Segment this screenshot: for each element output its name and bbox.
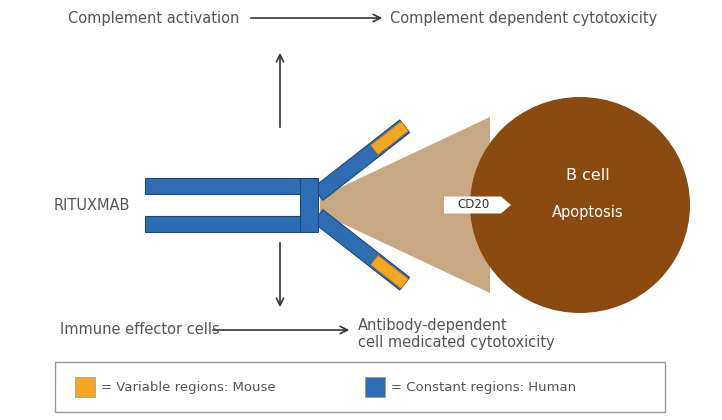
Text: Antibody-dependent
cell medicated cytotoxicity: Antibody-dependent cell medicated cytoto… [358, 318, 554, 350]
Polygon shape [75, 377, 95, 397]
Polygon shape [313, 210, 409, 290]
Text: B cell: B cell [566, 168, 610, 183]
Text: Complement dependent cytotoxicity: Complement dependent cytotoxicity [390, 10, 657, 26]
Polygon shape [313, 120, 409, 200]
Polygon shape [370, 121, 409, 155]
FancyBboxPatch shape [55, 362, 665, 412]
Polygon shape [300, 178, 318, 232]
Text: Apoptosis: Apoptosis [552, 205, 624, 220]
Text: = Constant regions: Human: = Constant regions: Human [391, 381, 576, 394]
Polygon shape [365, 377, 385, 397]
Polygon shape [320, 117, 490, 293]
Text: RITUXMAB: RITUXMAB [53, 197, 130, 213]
Polygon shape [145, 178, 300, 194]
Ellipse shape [470, 97, 690, 313]
Text: CD20: CD20 [457, 199, 489, 212]
Polygon shape [370, 255, 409, 289]
Text: Immune effector cells: Immune effector cells [60, 323, 219, 338]
Polygon shape [145, 216, 300, 232]
Polygon shape [444, 197, 511, 213]
Text: Complement activation: Complement activation [68, 10, 240, 26]
Text: = Variable regions: Mouse: = Variable regions: Mouse [101, 381, 276, 394]
